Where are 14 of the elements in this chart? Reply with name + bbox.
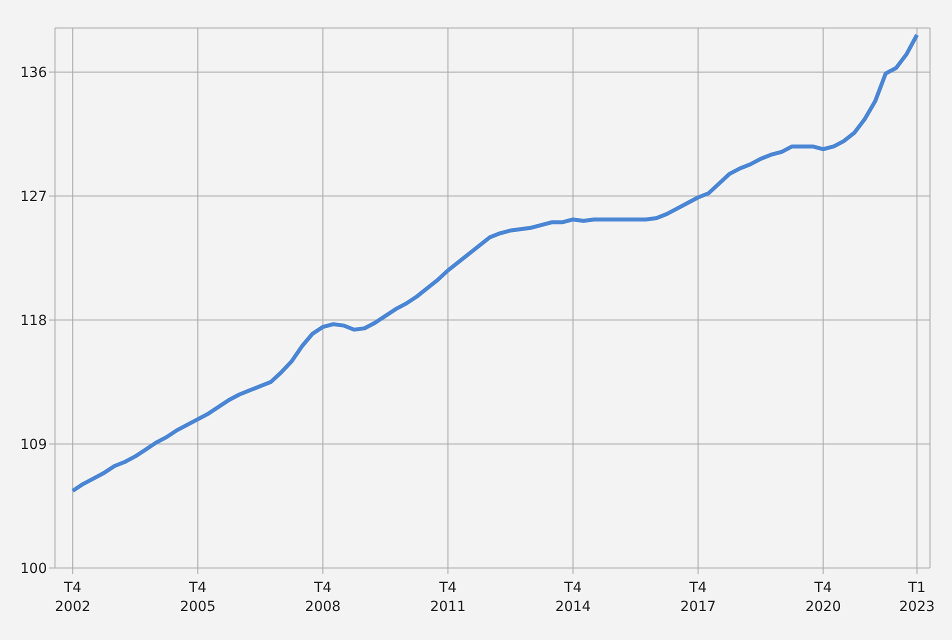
x-tick-label: T4 2008 <box>305 580 341 615</box>
x-tick-label: T4 2002 <box>54 580 91 615</box>
y-tick-label: 127 <box>20 189 47 206</box>
line-series <box>70 32 919 493</box>
y-tick-label: 109 <box>20 436 47 453</box>
y-tick-label: 118 <box>20 313 47 330</box>
x-tick-label: T4 2005 <box>180 580 216 615</box>
y-tick-label: 136 <box>20 65 48 82</box>
x-tick-label: T4 2014 <box>555 580 591 615</box>
x-tick-label: T4 2011 <box>430 580 466 615</box>
x-tick-label: T1 2023 <box>899 580 935 615</box>
y-tick-label: 100 <box>20 560 47 577</box>
x-tick-label: T4 2017 <box>680 580 716 615</box>
x-tick-label: T4 2020 <box>805 580 841 615</box>
